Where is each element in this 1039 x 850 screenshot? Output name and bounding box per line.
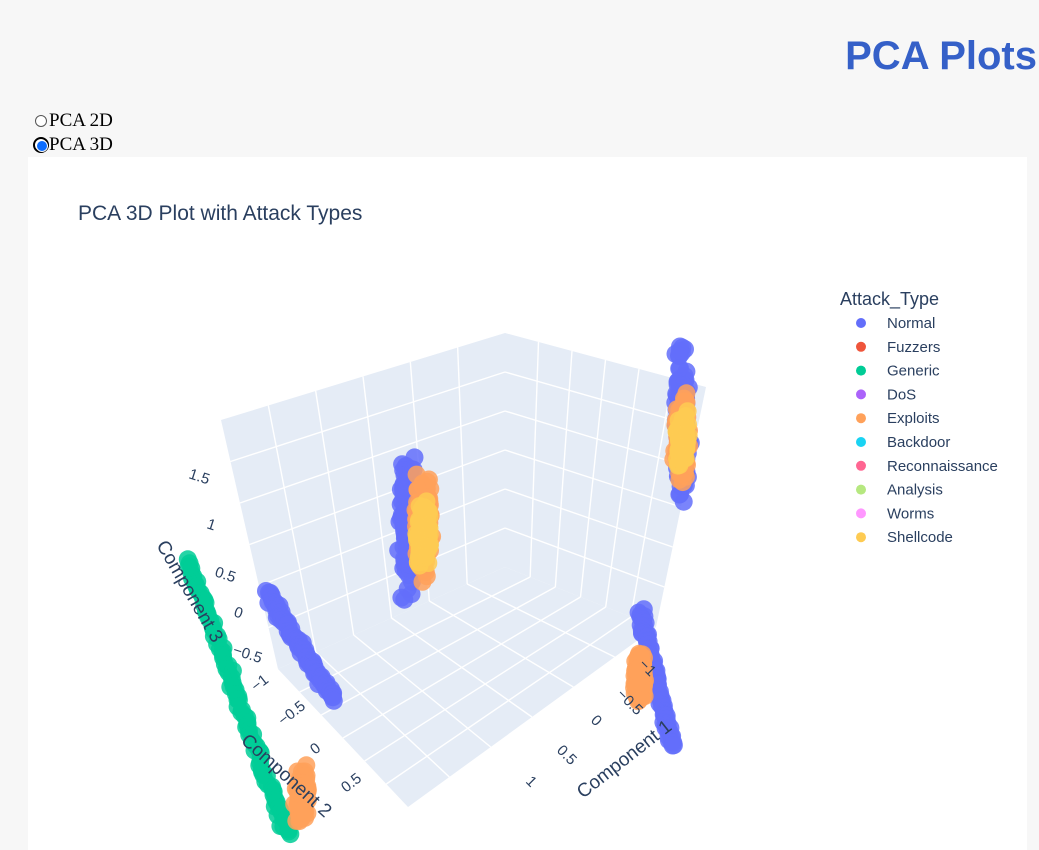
radio-label-pca-3d: PCA 3D [49, 134, 113, 155]
scene-wall-right [505, 333, 706, 627]
scatter-point-shellcode [674, 445, 693, 464]
3d-scene[interactable]: −0.500.511.5−1−0.500.5−1−0.500.51 [178, 333, 706, 844]
legend-title: Attack_Type [840, 289, 939, 310]
legend-marker-shellcode[interactable] [856, 532, 866, 543]
x-tick-label: 0 [587, 712, 605, 730]
legend-label-normal[interactable]: Normal [887, 315, 935, 332]
chart-title: PCA 3D Plot with Attack Types [78, 202, 362, 225]
legend-marker-normal[interactable] [856, 318, 866, 328]
legend-marker-exploits[interactable] [856, 413, 866, 424]
legend-label-reconnaissance[interactable]: Reconnaissance [887, 458, 998, 475]
pca-3d-chart[interactable]: PCA 3D Plot with Attack Types −0.5 0 0.5 1 1… [28, 157, 1027, 850]
scatter-point-exploits [633, 645, 652, 664]
legend-label-dos[interactable]: DoS [887, 386, 916, 403]
legend: Attack_Type Normal Fuzzers Generic DoS Explo… [840, 289, 998, 546]
legend-marker-dos[interactable] [856, 389, 866, 400]
scatter-point-exploits [677, 384, 696, 403]
legend-label-worms[interactable]: Worms [887, 505, 934, 522]
scene-floor [278, 567, 656, 807]
scatter-point-normal [664, 736, 683, 755]
legend-marker-generic[interactable] [856, 365, 866, 376]
z-tick-label: 0 [232, 604, 245, 623]
legend-marker-analysis[interactable] [856, 484, 866, 495]
scatter-point-exploits [291, 777, 310, 796]
plot-type-radio-group: PCA 2D PCA 3D [33, 109, 113, 157]
scatter-point-normal [395, 590, 414, 609]
legend-marker-reconnaissance[interactable] [856, 460, 866, 471]
y-tick-label: −0.5 [275, 698, 309, 730]
radio-pca-2d[interactable]: PCA 2D [33, 109, 113, 133]
scatter-point-normal [671, 359, 689, 378]
grid-line [504, 527, 665, 588]
radio-button-pca-3d[interactable] [33, 137, 49, 153]
radio-pca-3d[interactable]: PCA 3D [33, 133, 113, 157]
scene-wall-left [221, 333, 505, 669]
radio-button-pca-2d[interactable] [35, 115, 47, 127]
legend-label-analysis[interactable]: Analysis [887, 482, 943, 499]
grid-line [385, 616, 632, 785]
radio-label-pca-2d: PCA 2D [49, 110, 113, 131]
legend-label-fuzzers[interactable]: Fuzzers [887, 339, 940, 356]
scatter-point-shellcode [678, 402, 697, 421]
x-axis-title: Component 1 [573, 716, 676, 803]
legend-label-exploits[interactable]: Exploits [887, 410, 940, 427]
legend-label-backdoor[interactable]: Backdoor [887, 434, 950, 451]
scatter-point-normal [670, 342, 689, 360]
page-title: PCA Plots [845, 34, 1037, 78]
legend-marker-fuzzers[interactable] [856, 341, 866, 352]
scatter-point-exploits [292, 798, 310, 817]
scatter-point-exploits [628, 663, 647, 682]
grid-line [268, 527, 506, 629]
legend-marker-backdoor[interactable] [856, 437, 866, 447]
scatter-point-shellcode [415, 498, 434, 517]
scatter-point-normal [324, 691, 343, 710]
z-tick-label: 1.5 [187, 466, 212, 489]
legend-marker-worms[interactable] [856, 508, 866, 519]
scatter-point-shellcode [673, 432, 692, 451]
legend-label-shellcode[interactable]: Shellcode [887, 529, 953, 546]
y-tick-label: −1 [248, 671, 272, 695]
chart-card: PCA 3D Plot with Attack Types −0.5 0 0.5 1 1… [28, 157, 1027, 850]
z-tick-label: 0.5 [213, 564, 238, 587]
legend-label-generic[interactable]: Generic [887, 363, 940, 380]
x-tick-label: 1 [522, 773, 540, 791]
y-tick-label: 0.5 [338, 770, 365, 796]
x-tick-label: 0.5 [553, 742, 580, 769]
y-tick-label: 0 [307, 740, 324, 759]
z-tick-label: 1 [205, 516, 218, 535]
scatter-point-shellcode [410, 530, 429, 549]
